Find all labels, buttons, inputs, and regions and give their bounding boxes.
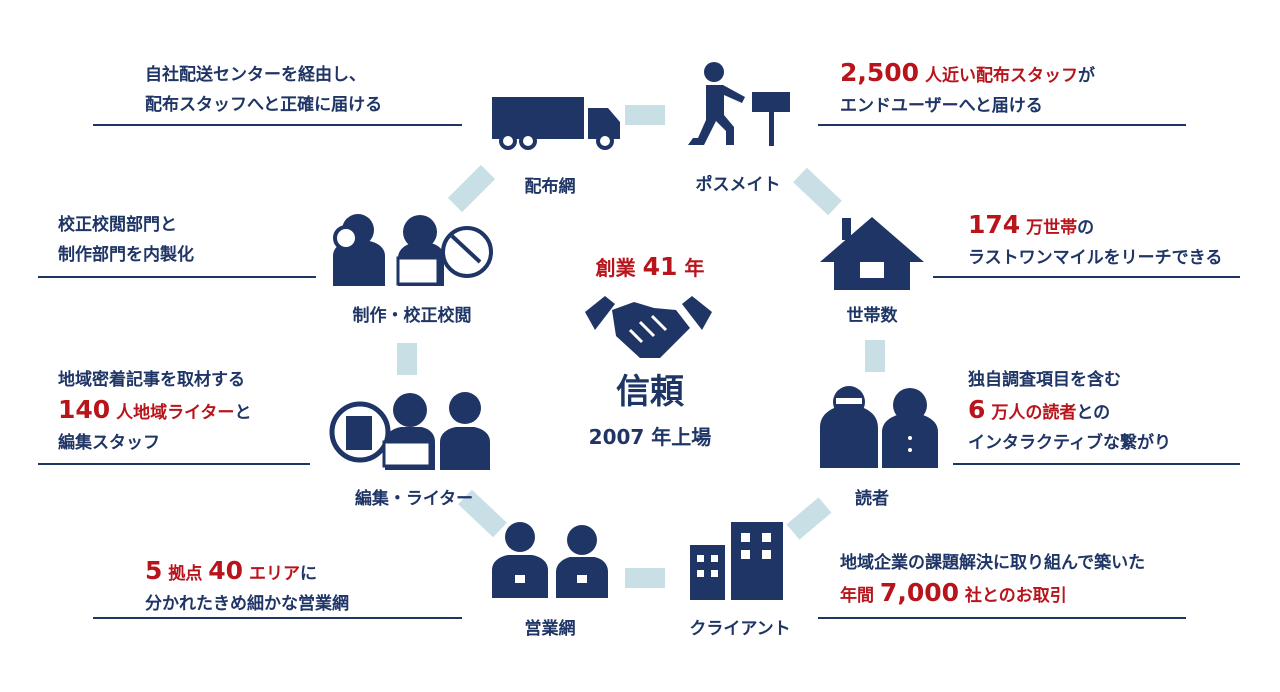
text-block-households: 174 万世帯のラストワンマイルをリーチできる [968,210,1222,273]
text-segment: 編集スタッフ [58,433,160,453]
text-block-clients: 地域企業の課題解決に取り組んで築いた 年間 7,000 社とのお取引 [840,548,1145,611]
text-block-readers: 独自調査項目を含む 6 万人の読者とのインタラクティブな繋がり [968,365,1171,458]
highlight-text: 7,000 [879,578,959,607]
node-label-posmate: ポスメイト [695,175,781,195]
text-segment: エンドユーザーへと届ける [840,96,1043,116]
divider [93,124,462,126]
divider [818,124,1186,126]
readers-icon [820,386,938,468]
text-segment: 独自調査項目を含む [968,370,1121,390]
highlight-text: エリア [243,564,300,584]
production-proofreading-icon [333,214,493,286]
house-icon [820,217,924,290]
highlight-text: 拠点 [162,564,209,584]
node-label-households: 世帯数 [846,306,898,326]
text-line: 140 人地域ライターと [58,395,251,428]
divider [933,276,1240,278]
text-line: ラストワンマイルをリーチできる [968,243,1222,273]
text-segment: の [1077,218,1095,238]
highlight-text: 6 [968,395,986,424]
text-segment: 自社配送センターを経由し、 [145,65,366,85]
highlight-text: 2,500 [840,58,920,87]
text-segment: が [1078,66,1095,86]
editors-writers-icon [329,392,490,470]
founded-prefix: 創業 [595,256,636,280]
highlight-text: 人地域ライター [110,403,235,423]
buildings-icon [690,522,783,600]
divider [38,463,310,465]
founded-years: 創業 41 年 [596,252,705,281]
text-line: エンドユーザーへと届ける [840,91,1095,121]
connector [786,497,832,540]
text-block-production: 校正校閲部門と 制作部門を内製化 [58,210,194,270]
founded-number: 41 [642,252,678,281]
divider [38,276,316,278]
center-title: 信頼 [616,372,684,412]
highlight-text: 140 [58,395,111,424]
sales-staff-icon [492,522,608,598]
highlight-text: 40 [208,556,244,585]
highlight-text: 社とのお取引 [959,586,1067,606]
text-segment: 校正校閲部門と [58,215,177,235]
listed-year: 2007 年上場 [588,425,712,449]
text-segment: 配布スタッフへと正確に届ける [145,95,383,115]
divider [818,617,1186,619]
truck-icon [492,97,620,150]
text-line: 5 拠点 40 エリアに [145,556,349,589]
node-label-editors: 編集・ライター [354,489,474,509]
text-line: 地域企業の課題解決に取り組んで築いた [840,548,1145,578]
text-block-distribution: 自社配送センターを経由し、 配布スタッフへと正確に届ける [145,60,382,120]
connector [447,164,496,213]
founded-suffix: 年 [684,256,705,280]
divider [953,463,1240,465]
text-line: 年間 7,000 社とのお取引 [840,578,1145,611]
highlight-text: 万人の読者 [985,403,1077,423]
node-label-sales: 営業網 [524,619,576,639]
text-segment: ラストワンマイルをリーチできる [968,248,1223,268]
text-line: 2,500 人近い配布スタッフが [840,58,1095,91]
highlight-text: 年間 [840,586,880,606]
node-label-readers: 読者 [855,489,889,509]
text-line: 地域密着記事を取材する [58,365,251,395]
text-block-editors: 地域密着記事を取材する 140 人地域ライターと編集スタッフ [58,365,251,458]
text-block-sales: 5 拠点 40 エリアに分かれたきめ細かな営業網 [145,556,349,619]
connector [458,489,507,538]
mail-delivery-person-icon [688,62,790,146]
text-segment: 地域密着記事を取材する [58,370,245,390]
text-line: 6 万人の読者との [968,395,1171,428]
text-line: 配布スタッフへと正確に届ける [145,90,382,120]
text-block-posmate: 2,500 人近い配布スタッフがエンドユーザーへと届ける [840,58,1095,121]
text-segment: インタラクティブな繋がり [968,433,1171,453]
divider [93,617,462,619]
text-line: 174 万世帯の [968,210,1222,243]
text-segment: に [299,564,317,584]
text-segment: 制作部門を内製化 [58,245,194,265]
connector [793,167,842,216]
handshake-icon [585,296,712,358]
highlight-text: 5 [145,556,163,585]
text-line: 校正校閲部門と [58,210,194,240]
node-label-clients: クライアント [689,619,791,639]
text-line: 編集スタッフ [58,428,251,458]
highlight-text: 万世帯 [1020,218,1078,238]
text-line: 独自調査項目を含む [968,365,1171,395]
text-line: 自社配送センターを経由し、 [145,60,382,90]
highlight-text: 174 [968,210,1021,239]
text-line: 制作部門を内製化 [58,240,194,270]
text-segment: と [234,403,252,423]
text-line: 分かれたきめ細かな営業網 [145,589,349,619]
text-segment: 地域企業の課題解決に取り組んで築いた [840,553,1146,573]
highlight-text: 人近い配布スタッフ [919,66,1078,86]
text-segment: 分かれたきめ細かな営業網 [145,594,349,614]
connectors [397,105,885,588]
node-label-distribution: 配布網 [524,177,576,197]
text-line: インタラクティブな繋がり [968,428,1171,458]
text-segment: との [1076,403,1111,423]
node-label-production: 制作・校正校閲 [352,306,472,326]
